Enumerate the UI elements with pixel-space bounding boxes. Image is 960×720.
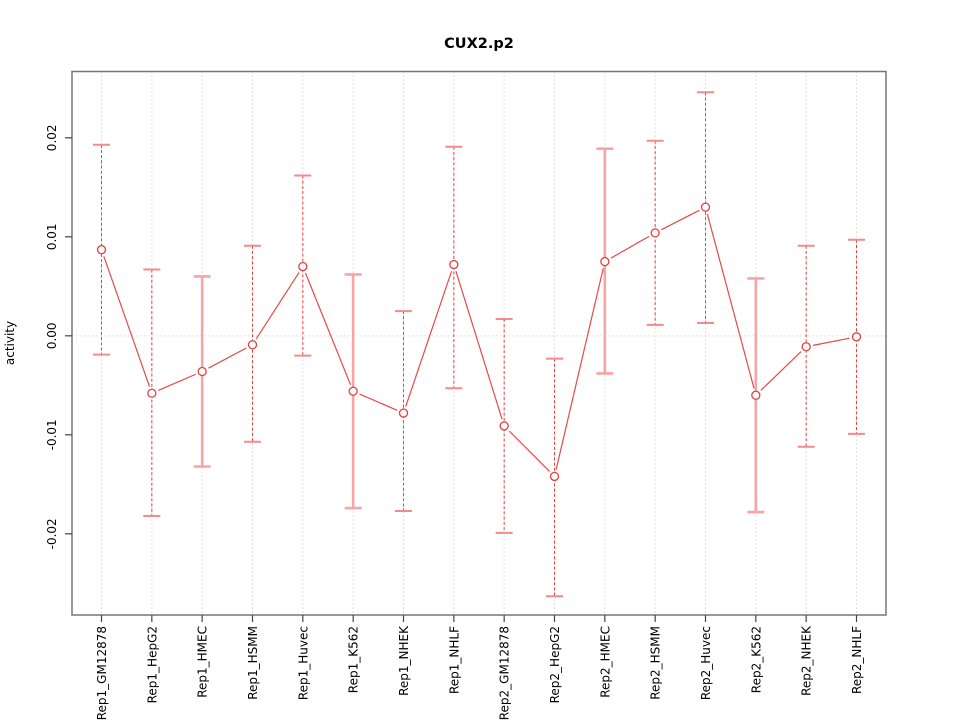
connect-segment [610,235,650,259]
data-point [348,386,358,396]
x-tick-label: Rep1_K562 [347,626,361,693]
data-point [247,340,258,350]
y-tick-label: 0.00 [45,322,59,349]
y-tick-label: -0.01 [45,419,59,450]
connect-segment [405,270,453,407]
data-point [197,366,207,377]
connect-segment [812,337,850,346]
data-point [298,261,308,272]
y-tick-label: -0.02 [45,518,59,549]
y-tick-label: 0.02 [45,124,59,151]
data-point [147,388,157,398]
data-point [549,471,560,482]
connect-segment [760,351,802,391]
connect-segment [508,430,550,472]
x-tick-label: Rep2_K562 [749,626,763,693]
chart-title: CUX2.p2 [444,36,514,52]
connect-segment [661,209,700,231]
data-point [449,259,459,270]
data-point [96,245,107,255]
connect-segment [255,272,300,340]
x-tick-label: Rep2_Huvec [699,626,713,700]
x-tick-label: Rep1_HepG2 [145,626,159,703]
x-tick-label: Rep2_HSMM [649,626,663,700]
x-tick-label: Rep1_GM12878 [95,626,109,720]
x-tick-label: Rep2_GM12878 [498,626,512,720]
x-tick-label: Rep2_HMEC [598,626,612,698]
plot-box [71,70,887,616]
data-point [499,421,509,431]
x-tick-label: Rep1_HMEC [196,626,210,698]
x-tick-label: Rep1_HSMM [246,626,260,700]
data-point [851,332,862,342]
connect-segment [555,268,604,470]
connect-segment [208,347,247,369]
x-tick-label: Rep1_NHEK [397,625,411,696]
connect-segment [455,271,503,420]
x-tick-label: Rep1_Huvec [296,626,310,700]
y-tick-label: 0.01 [45,223,59,250]
connect-segment [706,213,755,389]
data-point [801,342,811,352]
connect-segment [103,256,151,387]
x-tick-label: Rep2_HepG2 [548,626,562,703]
data-point [398,408,409,418]
x-tick-label: Rep2_NHLF [850,626,864,694]
data-point [751,390,761,400]
connect-segment [158,373,196,392]
connect-segment [304,272,352,385]
data-point [650,228,660,238]
x-tick-label: Rep1_NHLF [447,626,461,694]
x-tick-label: Rep2_NHEK [800,625,814,696]
data-point [600,256,610,267]
connect-segment [359,393,398,411]
data-point [700,202,711,212]
